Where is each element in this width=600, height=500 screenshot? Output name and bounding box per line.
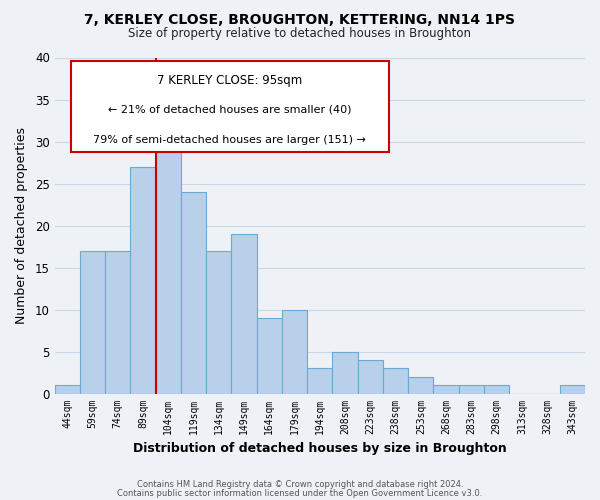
- FancyBboxPatch shape: [71, 61, 389, 152]
- Bar: [358, 360, 383, 394]
- Bar: [155, 142, 181, 394]
- Bar: [332, 352, 358, 394]
- Text: Contains HM Land Registry data © Crown copyright and database right 2024.: Contains HM Land Registry data © Crown c…: [137, 480, 463, 489]
- Bar: [55, 385, 80, 394]
- Text: 7 KERLEY CLOSE: 95sqm: 7 KERLEY CLOSE: 95sqm: [157, 74, 302, 88]
- Text: Contains public sector information licensed under the Open Government Licence v3: Contains public sector information licen…: [118, 488, 482, 498]
- Bar: [105, 250, 130, 394]
- Bar: [282, 310, 307, 394]
- Bar: [206, 250, 232, 394]
- Bar: [459, 385, 484, 394]
- Bar: [181, 192, 206, 394]
- Bar: [130, 166, 155, 394]
- Bar: [560, 385, 585, 394]
- Bar: [307, 368, 332, 394]
- Bar: [257, 318, 282, 394]
- Text: 79% of semi-detached houses are larger (151) →: 79% of semi-detached houses are larger (…: [93, 135, 366, 145]
- Bar: [80, 250, 105, 394]
- Bar: [433, 385, 459, 394]
- Y-axis label: Number of detached properties: Number of detached properties: [15, 127, 28, 324]
- Text: Size of property relative to detached houses in Broughton: Size of property relative to detached ho…: [128, 28, 472, 40]
- Bar: [408, 377, 433, 394]
- Text: 7, KERLEY CLOSE, BROUGHTON, KETTERING, NN14 1PS: 7, KERLEY CLOSE, BROUGHTON, KETTERING, N…: [85, 12, 515, 26]
- Text: ← 21% of detached houses are smaller (40): ← 21% of detached houses are smaller (40…: [108, 104, 352, 115]
- Bar: [232, 234, 257, 394]
- Bar: [484, 385, 509, 394]
- Bar: [383, 368, 408, 394]
- X-axis label: Distribution of detached houses by size in Broughton: Distribution of detached houses by size …: [133, 442, 507, 455]
